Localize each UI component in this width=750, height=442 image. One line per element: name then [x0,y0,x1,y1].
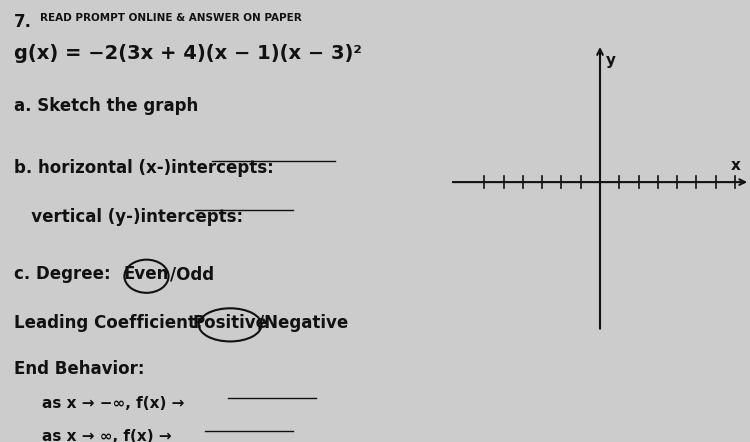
Text: 7.: 7. [14,13,32,31]
Text: Even: Even [123,265,169,283]
Text: x: x [731,159,741,173]
Text: b. horizontal (x-)intercepts:: b. horizontal (x-)intercepts: [14,159,274,177]
Text: as x → ∞, f(x) →: as x → ∞, f(x) → [42,429,172,442]
Text: y: y [606,53,616,68]
Text: Positive: Positive [193,314,268,332]
Text: Leading Coefficient:: Leading Coefficient: [14,314,208,332]
Text: a. Sketch the graph: a. Sketch the graph [14,97,198,115]
Text: c. Degree:: c. Degree: [14,265,116,283]
Text: vertical (y-)intercepts:: vertical (y-)intercepts: [14,208,243,226]
Text: as x → −∞, f(x) →: as x → −∞, f(x) → [42,396,184,411]
Text: READ PROMPT ONLINE & ANSWER ON PAPER: READ PROMPT ONLINE & ANSWER ON PAPER [40,13,302,23]
Text: End Behavior:: End Behavior: [14,360,145,378]
Text: /Negative: /Negative [258,314,348,332]
Text: g(x) = −2(3x + 4)(x − 1)(x − 3)²: g(x) = −2(3x + 4)(x − 1)(x − 3)² [14,44,362,63]
Text: /Odd: /Odd [170,265,214,283]
